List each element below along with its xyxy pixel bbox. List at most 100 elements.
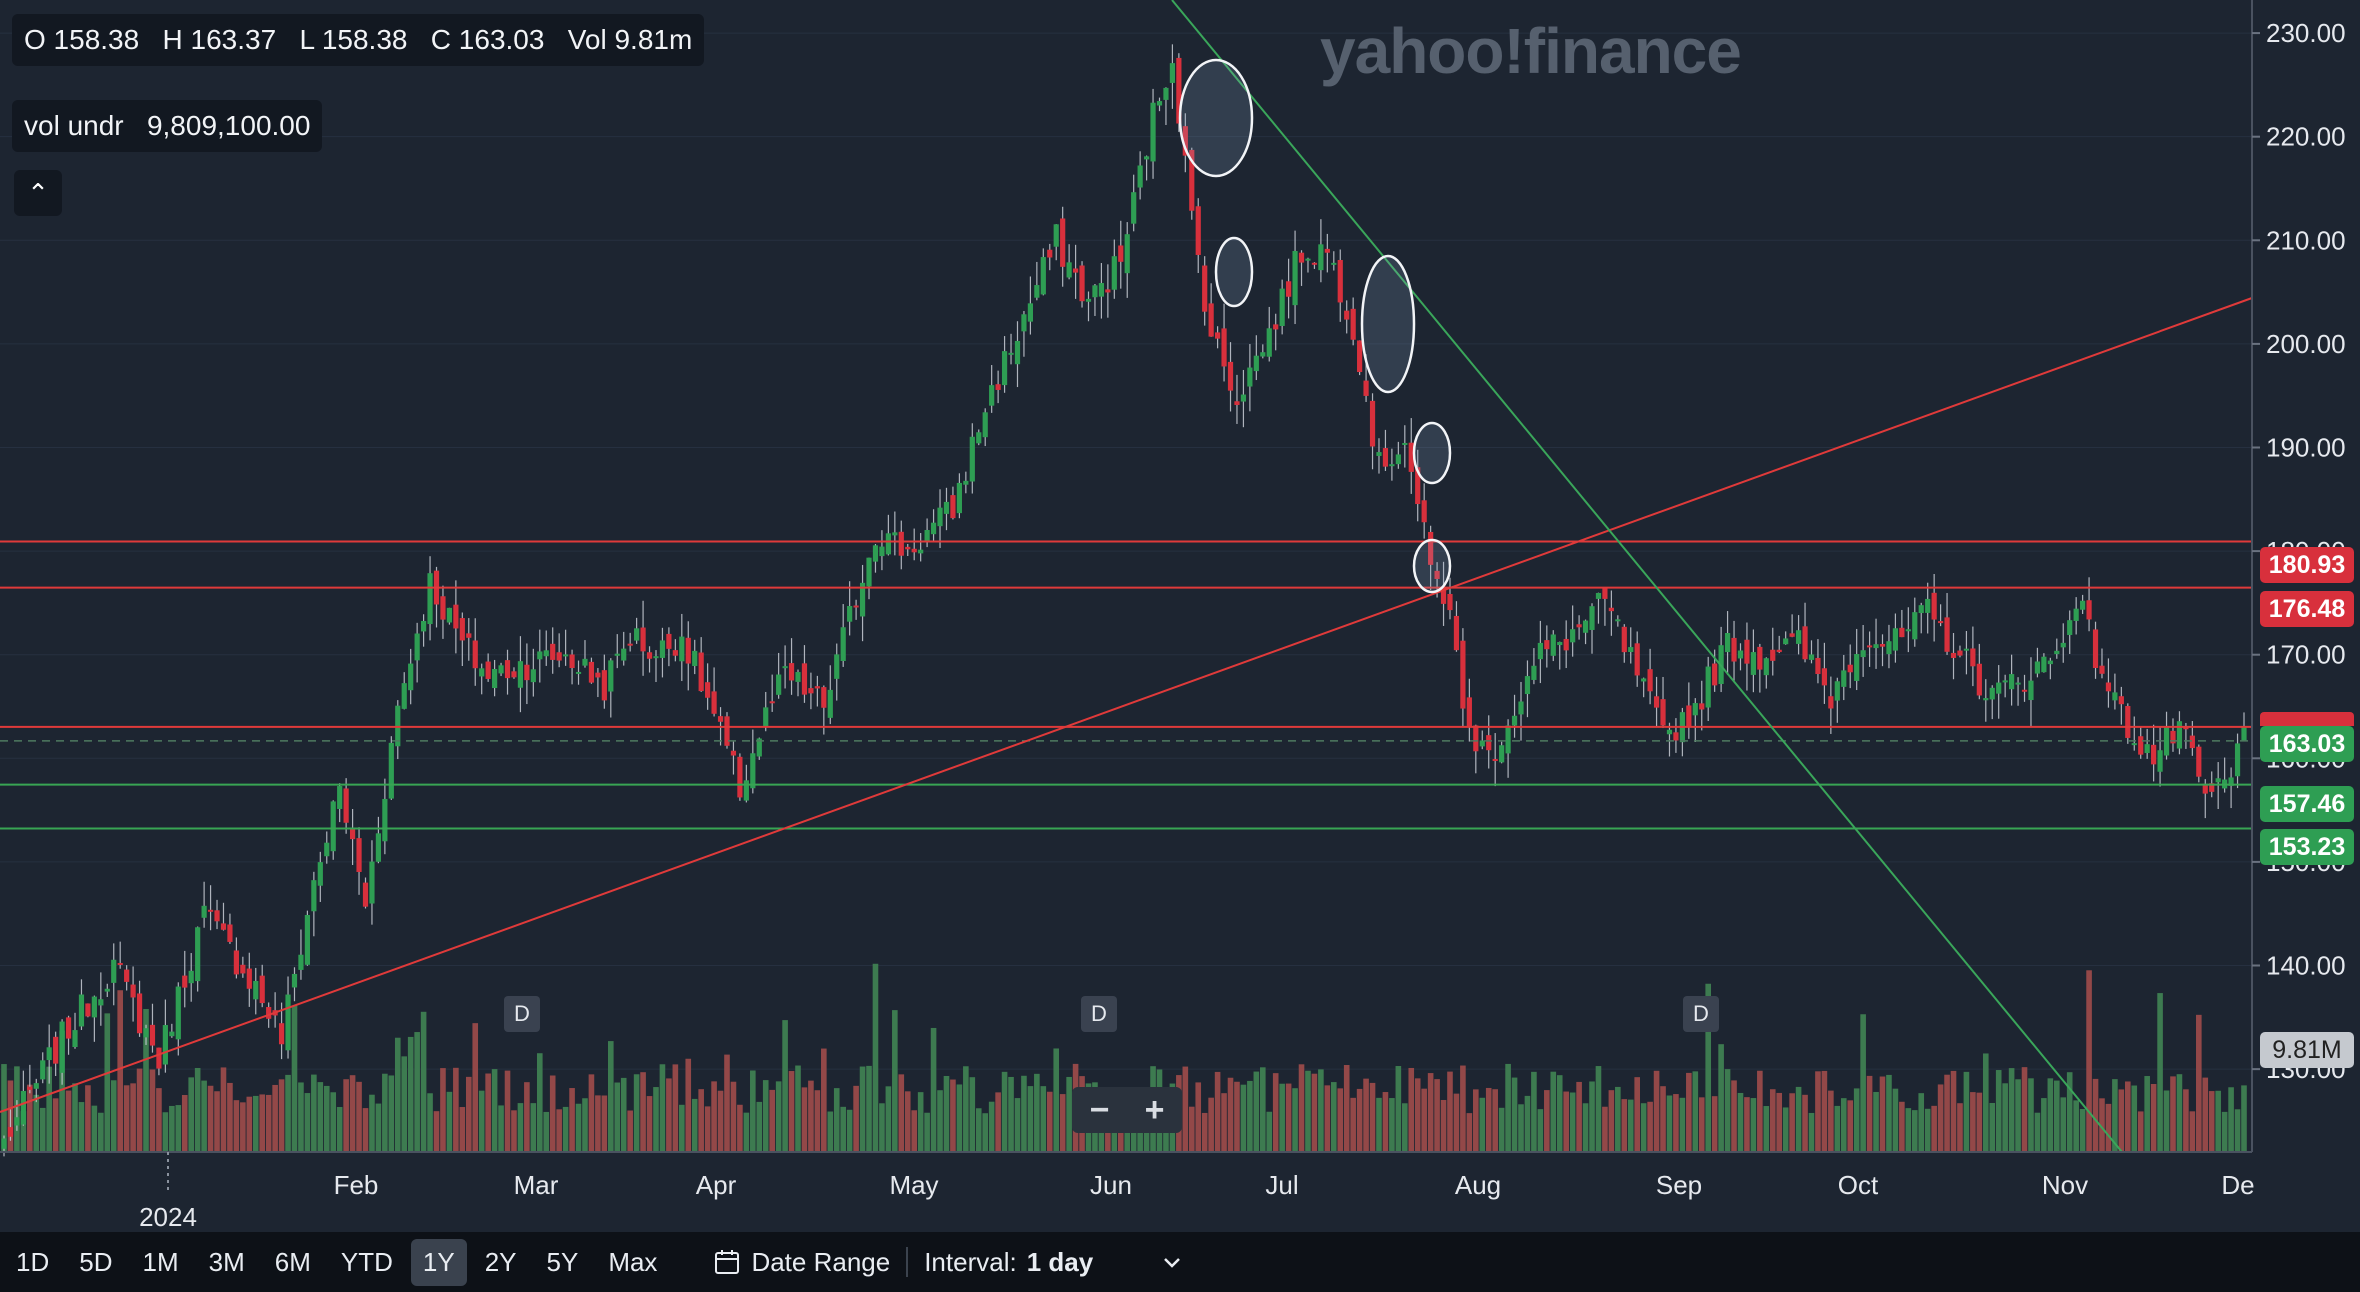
volume-bar (2202, 1077, 2209, 1152)
candle (640, 627, 646, 652)
volume-bar (1634, 1077, 1640, 1152)
volume-bar (2086, 970, 2092, 1152)
candle (2047, 660, 2053, 665)
candle (111, 959, 117, 983)
candle (1247, 367, 1253, 387)
volume-bar (1608, 1090, 1615, 1152)
volume-bar (821, 1048, 827, 1152)
candle (1047, 249, 1053, 258)
zoom-out-button[interactable]: − (1089, 1090, 1110, 1129)
candle (1505, 725, 1511, 754)
candle (646, 652, 653, 659)
candle (1531, 665, 1537, 680)
candle (149, 1024, 156, 1046)
interval-select[interactable]: Interval: 1 day (924, 1247, 1185, 1278)
candle (304, 914, 311, 965)
range-button-6m[interactable]: 6M (274, 1246, 311, 1277)
date-range-button[interactable]: Date Range (713, 1247, 890, 1278)
candle (737, 756, 743, 798)
candle (91, 996, 97, 1018)
range-button-1y[interactable]: 1Y (410, 1238, 467, 1286)
candle (588, 661, 595, 683)
volume-bar (1982, 1053, 1989, 1152)
dividend-marker[interactable]: D (1081, 996, 1117, 1032)
candle (1996, 682, 2002, 694)
candle (621, 648, 627, 661)
volume-bar (1879, 1076, 1886, 1152)
y-tick-label: 220.00 (2266, 122, 2346, 152)
candle (2054, 650, 2060, 655)
candle (1021, 314, 1027, 332)
volume-bar (2144, 1076, 2150, 1152)
candle (1866, 645, 1873, 648)
volume-bar (1021, 1075, 1027, 1152)
range-button-1d[interactable]: 1D (16, 1246, 50, 1277)
candle (788, 663, 795, 681)
candle (1963, 648, 1970, 651)
candle (1925, 598, 1931, 613)
volume-bar (453, 1067, 459, 1152)
volume-bar (2163, 1090, 2170, 1152)
volume-bar (440, 1068, 446, 1152)
candle (872, 545, 879, 562)
candle (485, 661, 491, 679)
candle (1286, 281, 1292, 297)
volume-bar (1569, 1092, 1576, 1152)
candle (1072, 268, 1079, 273)
zoom-in-button[interactable]: + (1144, 1090, 1165, 1129)
drawing-overlays (0, 0, 2253, 1153)
candle (2131, 743, 2137, 746)
volume-bar (898, 1074, 905, 1152)
volume-bar (272, 1084, 278, 1152)
candle (1182, 126, 1188, 156)
candle (343, 788, 349, 823)
volume-bar (143, 1008, 149, 1152)
candle (1770, 649, 1776, 661)
range-button-3m[interactable]: 3M (208, 1246, 245, 1277)
volume-bar (750, 1070, 756, 1152)
range-button-1m[interactable]: 1M (142, 1246, 179, 1277)
candle (1318, 244, 1324, 271)
volume-bar (356, 1081, 362, 1152)
price-chart[interactable]: 230.00220.00210.00200.00190.00180.00170.… (0, 0, 2360, 1232)
volume-bar (1434, 1079, 1440, 1152)
volume-bar (2092, 1078, 2099, 1152)
candle (956, 482, 962, 514)
candle (1163, 87, 1169, 100)
x-tick-label: Nov (2042, 1170, 2088, 1200)
volume-bar (2137, 1111, 2144, 1152)
volume-bar (220, 1067, 227, 1152)
yahoo-finance-watermark: yahoo!finance (1320, 15, 1742, 87)
volume-bar (1686, 1072, 1692, 1152)
volume-label: 9.81M (2260, 1032, 2354, 1068)
range-button-5y[interactable]: 5Y (546, 1246, 579, 1277)
candle (1937, 621, 1944, 624)
collapse-button[interactable]: ⌃ (14, 170, 62, 216)
candle (814, 686, 820, 689)
candle (466, 633, 472, 638)
candle (2151, 744, 2157, 765)
candle (711, 691, 717, 714)
candle (1369, 400, 1376, 447)
volume-bar (1473, 1089, 1479, 1152)
volume-bar (1008, 1076, 1014, 1152)
volume-bar (562, 1106, 569, 1152)
range-button-2y[interactable]: 2Y (484, 1246, 517, 1277)
candle (1169, 63, 1176, 83)
volume-bar (595, 1095, 601, 1152)
dividend-marker[interactable]: D (504, 996, 540, 1032)
candle (2202, 783, 2208, 794)
volume-bar (575, 1103, 582, 1152)
volume-bar (691, 1098, 698, 1152)
dividend-marker[interactable]: D (1683, 996, 1719, 1032)
range-button-5d[interactable]: 5D (79, 1246, 113, 1277)
candle (517, 661, 524, 688)
volume-bar (1485, 1087, 1492, 1152)
range-button-ytd[interactable]: YTD (340, 1246, 393, 1277)
volume-bar (336, 1107, 343, 1152)
y-tick-label: 230.00 (2266, 18, 2346, 48)
x-tick-label: May (889, 1170, 938, 1200)
candle (1628, 647, 1634, 652)
range-button-max[interactable]: Max (608, 1246, 658, 1277)
volume-bar (1, 1064, 7, 1152)
